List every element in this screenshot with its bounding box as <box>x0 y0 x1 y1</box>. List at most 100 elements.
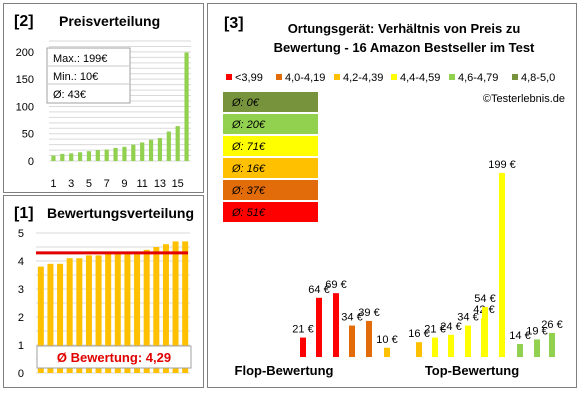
x-tick-label: 11 <box>136 178 147 190</box>
y-tick-label: 5 <box>18 228 24 240</box>
rating-bar <box>105 252 112 373</box>
price-rating-panel: [3] Ortungsgerät: Verhältnis von Preis z… <box>207 3 577 388</box>
price-bar <box>416 342 422 357</box>
y-tick-label: 0 <box>28 156 34 168</box>
rating-bar <box>143 249 150 373</box>
legend-swatch <box>334 74 340 80</box>
rating-bar <box>182 241 189 373</box>
rating-bar <box>37 266 44 373</box>
group-label-flop: Flop-Bewertung <box>235 363 334 378</box>
x-tick-label: 1 <box>50 178 56 190</box>
price-bar <box>51 155 56 161</box>
price-data-label: 199 € <box>488 159 516 171</box>
price-bar <box>499 172 505 357</box>
average-price-box <box>223 202 318 222</box>
price-bar <box>534 339 540 357</box>
price-data-label: 54 € <box>474 293 495 305</box>
average-price-box <box>223 136 318 156</box>
price-data-label: 24 € <box>440 321 461 333</box>
panel-tag: [1] <box>14 205 34 222</box>
price-data-label: 34 € <box>457 312 478 324</box>
stat-avg: Ø: 43€ <box>53 89 86 101</box>
x-tick-label: 5 <box>86 178 92 190</box>
average-price-box <box>223 92 318 112</box>
price-data-label: 21 € <box>424 324 445 336</box>
group-label-top: Top-Bewertung <box>425 363 519 378</box>
price-data-label: 21 € <box>292 324 313 336</box>
rating-bar <box>114 252 121 373</box>
rating-distribution-chart: [1] Bewertungsverteilung 0 1 2 3 4 5 Ø Bewert… <box>14 205 194 380</box>
legend-label: 4,6-4,79 <box>458 72 498 84</box>
price-bar <box>465 325 471 357</box>
price-bar <box>184 52 189 161</box>
rating-bar <box>66 258 73 373</box>
average-rating-label: Ø Bewertung: 4,29 <box>57 350 171 365</box>
price-bar <box>86 151 92 161</box>
price-distribution-panel: [2] Preisverteilung 0 50 100 150 200 1 3 5 7 9 11… <box>3 3 204 193</box>
rating-bar <box>95 255 102 373</box>
rating-bar <box>57 263 64 373</box>
price-bar <box>113 147 118 161</box>
price-data-label: 69 € <box>325 279 346 291</box>
x-tick-label: 9 <box>121 178 127 190</box>
price-bar <box>95 150 100 161</box>
legend-swatch <box>276 74 282 80</box>
price-bar <box>166 131 171 161</box>
y-tick-label: 3 <box>18 284 24 296</box>
panel-tag: [3] <box>224 15 244 32</box>
average-rating-box: Ø Bewertung: 4,29 <box>36 345 192 369</box>
chart-title-line2: Bewertung - 16 Amazon Bestseller im Test <box>274 40 535 55</box>
price-bar <box>122 146 127 161</box>
stat-max: Max.: 199€ <box>53 53 107 65</box>
average-price-label: Ø: 71€ <box>231 141 266 153</box>
price-rating-chart: [3] Ortungsgerät: Verhältnis von Preis z… <box>223 15 565 378</box>
average-price-box <box>223 158 318 178</box>
rating-bar <box>172 241 179 373</box>
y-tick-label: 100 <box>16 101 34 113</box>
y-tick-label: 2 <box>18 312 24 324</box>
price-bar <box>300 337 306 357</box>
x-tick-label: 3 <box>68 178 74 190</box>
average-price-box <box>223 114 318 134</box>
legend-label: 4,4-4,59 <box>400 72 440 84</box>
price-bar <box>175 126 180 161</box>
legend-label: 4,0-4,19 <box>285 72 325 84</box>
price-bar <box>104 149 109 161</box>
average-price-boxes: Ø: 0€ Ø: 20€ Ø: 71€ Ø: 16€ Ø: 37€ Ø: 51€ <box>223 92 318 222</box>
y-tick-label: 0 <box>18 368 24 380</box>
average-price-label: Ø: 37€ <box>231 185 266 197</box>
x-tick-label: 13 <box>154 178 166 190</box>
rating-bar <box>162 244 169 373</box>
price-bar <box>69 153 74 161</box>
rating-bar <box>124 252 131 373</box>
rating-distribution-panel: [1] Bewertungsverteilung 0 1 2 3 4 5 Ø Bewert… <box>3 195 204 388</box>
x-tick-label: 15 <box>172 178 184 190</box>
price-bar <box>384 347 390 357</box>
price-data-label: 10 € <box>376 334 397 346</box>
price-bar <box>131 144 136 161</box>
price-data-label: 34 € <box>341 312 362 324</box>
price-bar <box>482 307 488 357</box>
price-bar <box>349 325 355 357</box>
average-price-box <box>223 180 318 200</box>
legend-label: 4,8-5,0 <box>521 72 555 84</box>
legend-swatch <box>391 74 397 80</box>
price-bar <box>333 293 339 357</box>
price-data-label: 39 € <box>358 307 379 319</box>
y-tick-label: 200 <box>16 47 34 59</box>
legend-swatch <box>512 74 518 80</box>
rating-bar <box>76 258 83 373</box>
price-bar <box>140 142 145 161</box>
copyright: ©Testerlebnis.de <box>483 93 565 105</box>
price-bar <box>148 139 154 161</box>
price-stats-box: Max.: 199€ Min.: 10€ Ø: 43€ <box>46 47 131 104</box>
price-data-label: 19 € <box>526 325 547 337</box>
average-price-label: Ø: 51€ <box>231 207 266 219</box>
price-bar <box>432 337 438 357</box>
panel-title: Bewertungsverteilung <box>47 205 194 221</box>
average-price-label: Ø: 0€ <box>231 97 260 109</box>
price-data-label: 14 € <box>509 330 530 342</box>
y-tick-label: 150 <box>16 74 34 86</box>
legend-swatch <box>449 74 455 80</box>
